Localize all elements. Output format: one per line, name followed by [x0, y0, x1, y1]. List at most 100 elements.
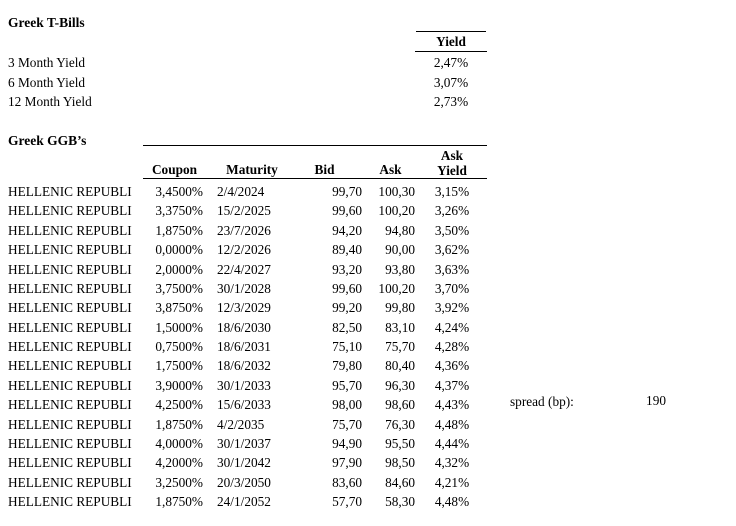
- ggb-cell-name: HELLENIC REPUBLI: [8, 339, 132, 354]
- ggb-cell-coupon: 3,2500%: [155, 474, 203, 490]
- ggb-cell-bid: 98,00: [332, 397, 362, 413]
- ggb-cell-maturity: 15/2/2025: [217, 203, 271, 219]
- ggb-cell-maturity: 30/1/2042: [217, 455, 271, 471]
- ggb-cell-ask: 90,00: [385, 242, 415, 258]
- ggb-cell-coupon: 0,7500%: [155, 339, 203, 354]
- ggb-cell-ask: 80,40: [385, 358, 415, 374]
- ggb-cell-ask-yield: 3,63%: [434, 261, 470, 277]
- tbill-yield-value: 2,73%: [433, 94, 469, 109]
- ggb-bid-header: Bid: [314, 162, 335, 177]
- tbills-header-top-rule: [416, 31, 486, 32]
- ggb-cell-name: HELLENIC REPUBLI: [8, 435, 132, 451]
- ggb-cell-bid: 89,40: [332, 242, 362, 258]
- ggb-cell-maturity: 22/4/2027: [217, 261, 271, 277]
- tbill-label: 3 Month Yield: [8, 55, 86, 70]
- ggb-cell-maturity: 18/6/2031: [217, 339, 271, 354]
- ggb-cell-bid: 94,20: [332, 222, 362, 238]
- ggb-cell-bid: 79,80: [332, 358, 362, 374]
- ggb-row: HELLENIC REPUBLI 2,0000% 22/4/2027 93,20…: [0, 260, 736, 279]
- ggb-cell-ask-yield: 3,62%: [434, 242, 470, 258]
- ggb-cell-name: HELLENIC REPUBLI: [8, 184, 132, 199]
- ggb-title: Greek GGB’s: [8, 133, 87, 148]
- ggb-cell-ask: 98,60: [385, 397, 415, 413]
- ggb-row: HELLENIC REPUBLI 3,4500% 2/4/2024 99,70 …: [0, 182, 736, 201]
- ggb-cell-name: HELLENIC REPUBLI: [8, 261, 132, 277]
- tbill-yield-value: 2,47%: [433, 55, 469, 70]
- spread-value: 190: [646, 393, 666, 408]
- ggb-cell-name: HELLENIC REPUBLI: [8, 474, 132, 490]
- ggb-row: HELLENIC REPUBLI 3,3750% 15/2/2025 99,60…: [0, 201, 736, 220]
- ggb-cell-coupon: 1,8750%: [155, 416, 203, 432]
- ggb-row: HELLENIC REPUBLI 3,9000% 30/1/2033 95,70…: [0, 376, 736, 395]
- ggb-cell-coupon: 3,3750%: [155, 203, 203, 219]
- ggb-cell-name: HELLENIC REPUBLI: [8, 416, 132, 432]
- ggb-cell-coupon: 3,9000%: [155, 377, 203, 393]
- ggb-cell-maturity: 12/3/2029: [217, 300, 271, 316]
- ggb-cell-ask-yield: 3,15%: [434, 184, 470, 199]
- ggb-cell-maturity: 30/1/2028: [217, 280, 271, 296]
- ggb-row: HELLENIC REPUBLI 3,7500% 30/1/2028 99,60…: [0, 279, 736, 298]
- ggb-cell-name: HELLENIC REPUBLI: [8, 280, 132, 296]
- ggb-cell-name: HELLENIC REPUBLI: [8, 203, 132, 219]
- tbill-row: 3 Month Yield 2,47%: [0, 53, 736, 73]
- tbill-yield-value: 3,07%: [433, 74, 469, 90]
- ggb-cell-bid: 57,70: [332, 494, 362, 509]
- ggb-cell-coupon: 4,2500%: [155, 397, 203, 413]
- ggb-cell-ask: 98,50: [385, 455, 415, 471]
- ggb-cell-ask: 96,30: [385, 377, 415, 393]
- tbill-label: 6 Month Yield: [8, 74, 86, 90]
- ggb-cell-maturity: 15/6/2033: [217, 397, 271, 413]
- ggb-cell-ask: 100,20: [378, 280, 415, 296]
- ggb-cell-maturity: 18/6/2032: [217, 358, 271, 374]
- ggb-cell-maturity: 2/4/2024: [217, 184, 265, 199]
- ggb-cell-name: HELLENIC REPUBLI: [8, 358, 132, 374]
- ggb-cell-coupon: 3,8750%: [155, 300, 203, 316]
- ggb-cell-bid: 82,50: [332, 319, 362, 335]
- ggb-cell-coupon: 3,7500%: [155, 280, 203, 296]
- ggb-cell-ask: 93,80: [385, 261, 415, 277]
- ggb-table-rows: HELLENIC REPUBLI 3,4500% 2/4/2024 99,70 …: [0, 182, 736, 511]
- ggb-cell-ask-yield: 4,37%: [434, 377, 470, 393]
- ggb-cell-bid: 83,60: [332, 474, 362, 490]
- ggb-header-bottom-rule: [143, 178, 487, 179]
- ggb-cell-coupon: 1,8750%: [155, 494, 203, 509]
- ggb-cell-ask-yield: 4,43%: [434, 397, 470, 413]
- ggb-ask-yield-header: Ask Yield: [437, 148, 467, 178]
- ggb-cell-name: HELLENIC REPUBLI: [8, 300, 132, 316]
- ggb-cell-maturity: 30/1/2037: [217, 435, 271, 451]
- ggb-cell-maturity: 23/7/2026: [217, 222, 271, 238]
- ggb-cell-coupon: 2,0000%: [155, 261, 203, 277]
- ggb-cell-ask: 99,80: [385, 300, 415, 316]
- ggb-coupon-header: Coupon: [151, 162, 198, 177]
- ggb-cell-ask: 95,50: [385, 435, 415, 451]
- ggb-cell-maturity: 18/6/2030: [217, 319, 271, 335]
- ggb-cell-bid: 93,20: [332, 261, 362, 277]
- ggb-cell-name: HELLENIC REPUBLI: [8, 319, 132, 335]
- ggb-cell-maturity: 4/2/2035: [217, 416, 265, 432]
- ggb-cell-coupon: 1,8750%: [155, 222, 203, 238]
- ggb-row: HELLENIC REPUBLI 0,0000% 12/2/2026 89,40…: [0, 240, 736, 259]
- ggb-cell-name: HELLENIC REPUBLI: [8, 494, 132, 509]
- ggb-cell-name: HELLENIC REPUBLI: [8, 377, 132, 393]
- ggb-cell-ask-yield: 4,36%: [434, 358, 470, 374]
- tbills-header-bottom-rule: [415, 51, 487, 52]
- ggb-cell-ask-yield: 3,92%: [434, 300, 470, 316]
- tbills-title: Greek T-Bills: [8, 15, 85, 30]
- ggb-cell-ask: 76,30: [385, 416, 415, 432]
- ggb-cell-ask: 100,20: [378, 203, 415, 219]
- ggb-cell-ask-yield: 4,48%: [434, 416, 470, 432]
- ggb-cell-ask: 83,10: [385, 319, 415, 335]
- ggb-cell-bid: 75,10: [332, 339, 362, 354]
- ggb-cell-bid: 94,90: [332, 435, 362, 451]
- ggb-header-top-rule: [143, 145, 487, 146]
- ggb-cell-ask-yield: 4,44%: [434, 435, 470, 451]
- ggb-cell-name: HELLENIC REPUBLI: [8, 397, 132, 413]
- tbills-yield-header: Yield: [436, 34, 466, 49]
- ggb-cell-ask-yield: 4,21%: [434, 474, 470, 490]
- ggb-cell-bid: 95,70: [332, 377, 362, 393]
- ggb-cell-coupon: 1,5000%: [155, 319, 203, 335]
- ggb-cell-coupon: 4,0000%: [155, 435, 203, 451]
- ggb-cell-ask: 100,30: [378, 184, 415, 199]
- tbill-row: 6 Month Yield 3,07%: [0, 73, 736, 93]
